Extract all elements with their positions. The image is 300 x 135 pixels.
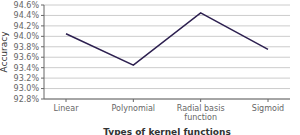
svg-text:Radial basisfunction: Radial basisfunction	[177, 104, 225, 122]
svg-text:92.8%: 92.8%	[14, 95, 40, 104]
svg-text:Polynomial: Polynomial	[112, 104, 156, 113]
svg-text:Sigmoid: Sigmoid	[252, 104, 284, 113]
svg-text:93.4%: 93.4%	[14, 64, 40, 73]
svg-text:94.2%: 94.2%	[14, 22, 40, 31]
svg-text:Linear: Linear	[54, 104, 80, 113]
svg-text:94.6%: 94.6%	[14, 1, 40, 10]
svg-text:Accuracy: Accuracy	[8, 31, 9, 73]
svg-text:93.0%: 93.0%	[14, 84, 40, 93]
svg-text:94.0%: 94.0%	[14, 32, 40, 41]
svg-text:93.2%: 93.2%	[14, 74, 40, 83]
svg-text:93.6%: 93.6%	[14, 53, 40, 62]
svg-text:94.4%: 94.4%	[14, 11, 40, 20]
svg-text:Types of kernel functions: Types of kernel functions	[103, 127, 231, 135]
svg-text:93.8%: 93.8%	[14, 43, 40, 52]
